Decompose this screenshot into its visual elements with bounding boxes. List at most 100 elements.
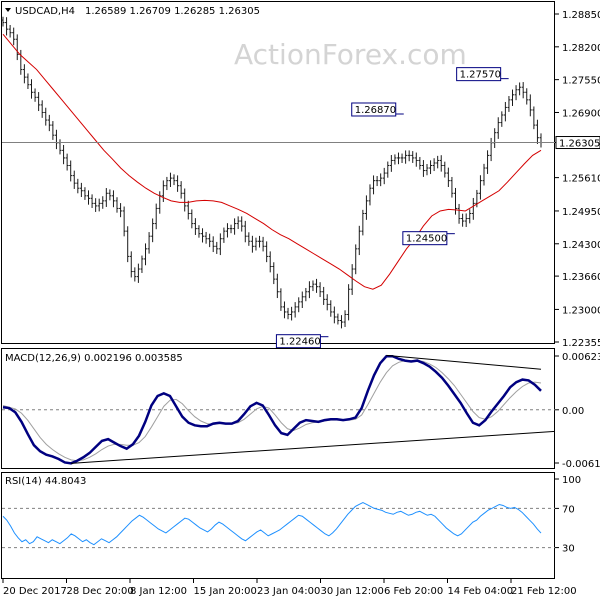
price-candle — [172, 174, 176, 186]
current-price-box — [555, 136, 600, 150]
price-candle — [503, 101, 507, 122]
price-candle — [101, 196, 105, 209]
annotation-box — [402, 231, 448, 246]
price-candle — [179, 181, 183, 199]
price-candle — [37, 92, 41, 112]
price-candle — [222, 227, 226, 243]
macd-tick-label: -0.006163 — [562, 459, 600, 470]
price-header: USDCAD,H4 1.26589 1.26709 1.26285 1.2630… — [5, 6, 260, 17]
price-candle — [382, 167, 386, 185]
price-candle — [343, 310, 347, 327]
price-candle — [265, 241, 269, 263]
price-candle — [329, 300, 333, 317]
price-panel: ActionForex.com 1.28850 1.28200 1.27550 1.2… — [1, 1, 600, 349]
x-tick-label: 30 Jan 12:00 — [321, 586, 384, 597]
macd-signal-line — [2, 360, 542, 462]
price-tick-label: 1.27550 — [562, 76, 600, 87]
price-candle — [282, 301, 286, 319]
price-candle — [350, 264, 354, 295]
price-candle — [315, 278, 319, 293]
price-candle — [122, 206, 126, 237]
price-candle — [457, 203, 461, 224]
price-candle — [297, 297, 301, 313]
moving-average-line — [2, 33, 542, 290]
price-candle — [33, 88, 37, 102]
price-candle — [240, 216, 244, 232]
rsi-tick-label: 100 — [562, 475, 581, 486]
price-candle — [186, 200, 190, 220]
price-candle — [322, 286, 326, 305]
price-candle — [354, 244, 358, 275]
x-tick-label: 6 Feb 20:00 — [384, 586, 443, 597]
price-candle — [208, 233, 212, 248]
price-candle — [347, 284, 351, 321]
price-candle — [535, 119, 539, 144]
price-tick-label: 1.26900 — [562, 108, 600, 119]
x-tick-label: 15 Jan 20:00 — [194, 586, 257, 597]
price-candle — [368, 184, 372, 206]
dropdown-triangle-icon — [5, 8, 11, 12]
price-candle — [136, 263, 140, 283]
price-candle — [393, 154, 397, 165]
price-candle — [62, 144, 66, 165]
price-candle — [332, 306, 336, 324]
price-candle — [5, 17, 9, 36]
price-candle — [90, 194, 94, 209]
price-candle — [518, 82, 522, 96]
price-candle — [197, 225, 201, 238]
price-candle — [225, 223, 229, 238]
price-candle — [407, 150, 411, 162]
price-candle — [104, 188, 108, 207]
macd-upper-trendline — [386, 354, 542, 370]
price-candle — [168, 172, 172, 188]
price-candle — [471, 197, 475, 220]
price-candle — [432, 158, 436, 172]
price-candle — [236, 216, 240, 230]
price-candle — [30, 79, 34, 99]
x-tick-label: 21 Feb 12:00 — [511, 586, 577, 597]
price-candle — [532, 106, 536, 130]
watermark: ActionForex.com — [234, 38, 467, 71]
price-candle — [357, 225, 361, 256]
annotation-box — [456, 67, 502, 82]
price-tick-label: 1.25610 — [562, 174, 600, 185]
price-candle — [44, 107, 48, 126]
price-candle — [304, 287, 308, 302]
price-candle — [211, 236, 215, 253]
price-annotation: 1.27570 — [456, 67, 509, 82]
price-candle — [439, 155, 443, 172]
price-candle — [79, 182, 83, 198]
price-tick-label: 1.28850 — [562, 10, 600, 21]
price-candle — [247, 232, 251, 246]
price-candle — [400, 153, 404, 163]
price-candle — [521, 82, 525, 99]
price-candle — [418, 156, 422, 170]
price-candle — [15, 34, 19, 61]
price-candle — [229, 224, 233, 234]
price-candle — [140, 255, 144, 273]
price-candle — [243, 220, 247, 243]
price-candle — [233, 218, 237, 235]
macd-main-line — [2, 355, 542, 465]
price-candle — [386, 161, 390, 178]
price-candle — [528, 94, 532, 117]
symbol-label: USDCAD,H4 — [15, 6, 75, 17]
price-candle — [379, 173, 383, 187]
rsi-label: RSI(14) 44.8043 — [5, 476, 86, 487]
annotation-label: 1.26870 — [355, 105, 396, 116]
price-candle — [336, 313, 340, 325]
price-candle — [514, 85, 518, 101]
price-candle — [65, 153, 69, 171]
price-tick-label: 1.23660 — [562, 272, 600, 283]
price-candle — [411, 151, 415, 163]
price-candle — [318, 282, 322, 298]
price-candle — [443, 161, 447, 178]
macd-tick-label: 0.006232 — [562, 352, 600, 363]
price-candle — [525, 88, 529, 105]
price-candle — [507, 96, 511, 112]
price-candle — [436, 155, 440, 169]
price-candle — [279, 288, 283, 311]
price-candle — [464, 213, 468, 227]
price-candle — [300, 291, 304, 309]
